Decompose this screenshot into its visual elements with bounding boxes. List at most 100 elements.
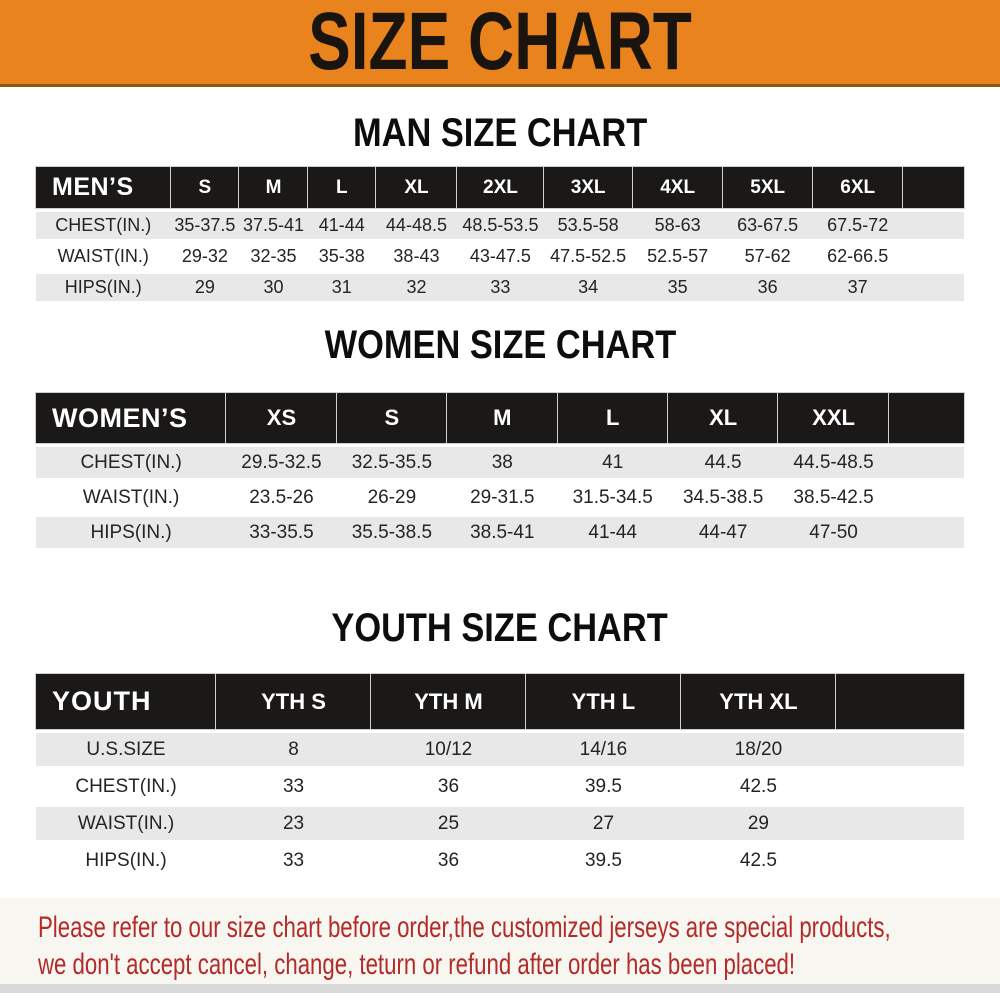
size-header-cell: XL	[375, 167, 458, 208]
filler-cell	[835, 844, 964, 877]
value-cell: 31	[307, 274, 376, 301]
value-cell: 23.5-26	[226, 482, 337, 513]
size-header-cell: 2XL	[457, 167, 544, 208]
value-cell: 41-44	[307, 212, 376, 239]
man-size-chart-section: MAN SIZE CHART MEN’S S M L XL 2XL 3XL 4XL 5XL 6XL…	[0, 113, 1000, 305]
value-cell: 23	[216, 807, 371, 840]
value-cell: 38	[447, 447, 558, 478]
value-cell: 58-63	[632, 212, 723, 239]
value-cell: 35-38	[307, 243, 376, 270]
size-header-cell: M	[447, 393, 558, 443]
value-cell: 44.5-48.5	[778, 447, 889, 478]
value-cell: 33	[216, 844, 371, 877]
value-cell: 47.5-52.5	[543, 243, 633, 270]
youth-size-chart-section: YOUTH SIZE CHART YOUTH YTH S YTH M YTH L YTH…	[0, 608, 1000, 881]
value-cell: 29-32	[170, 243, 240, 270]
value-cell: 42.5	[680, 844, 836, 877]
filler-cell	[888, 393, 964, 443]
row-label-cell: WAIST(IN.)	[36, 807, 217, 840]
table-title-cell: WOMEN’S	[36, 393, 227, 443]
value-cell: 34	[543, 274, 633, 301]
table-row: CHEST(IN.) 33 36 39.5 42.5	[36, 770, 964, 803]
row-label-cell: U.S.SIZE	[36, 733, 217, 766]
header-row: WOMEN’S XS S M L XL XXL	[36, 393, 964, 443]
filler-cell	[835, 770, 964, 803]
size-header-cell: XXL	[778, 393, 889, 443]
value-cell: 33	[457, 274, 544, 301]
value-cell: 25	[371, 807, 526, 840]
value-cell: 57-62	[722, 243, 813, 270]
table-row: WAIST(IN.) 23 25 27 29	[36, 807, 964, 840]
value-cell: 29-31.5	[447, 482, 558, 513]
row-label-cell: WAIST(IN.)	[36, 243, 171, 270]
filler-cell	[835, 674, 964, 729]
table-row: CHEST(IN.) 35-37.5 37.5-41 41-44 44-48.5 48.5…	[36, 212, 964, 239]
value-cell: 39.5	[525, 844, 681, 877]
value-cell: 39.5	[525, 770, 681, 803]
header-row: MEN’S S M L XL 2XL 3XL 4XL 5XL 6XL	[36, 167, 964, 208]
value-cell: 41	[557, 447, 668, 478]
size-header-cell: XS	[226, 393, 337, 443]
filler-cell	[835, 807, 964, 840]
value-cell: 27	[525, 807, 681, 840]
filler-cell	[902, 274, 964, 301]
value-cell: 36	[371, 844, 526, 877]
size-header-cell: YTH M	[371, 674, 526, 729]
size-header-cell: YTH XL	[680, 674, 836, 729]
size-header-cell: M	[239, 167, 308, 208]
youth-heading-text: YOUTH SIZE CHART	[331, 606, 669, 650]
value-cell: 37.5-41	[239, 212, 308, 239]
size-header-cell: YTH L	[525, 674, 681, 729]
value-cell: 62-66.5	[812, 243, 903, 270]
size-header-cell: 4XL	[632, 167, 723, 208]
man-heading-text: MAN SIZE CHART	[352, 111, 648, 155]
value-cell: 33	[216, 770, 371, 803]
value-cell: 32	[375, 274, 458, 301]
women-heading-text: WOMEN SIZE CHART	[324, 323, 676, 367]
youth-size-chart-heading: YOUTH SIZE CHART	[0, 608, 1000, 648]
value-cell: 38.5-41	[447, 517, 558, 548]
table-row: HIPS(IN.) 29 30 31 32 33 34 35 36 37	[36, 274, 964, 301]
row-label-cell: WAIST(IN.)	[36, 482, 227, 513]
size-header-cell: S	[170, 167, 240, 208]
row-label-cell: HIPS(IN.)	[36, 844, 217, 877]
youth-size-table: YOUTH YTH S YTH M YTH L YTH XL U.S.SIZE 8 10/12…	[36, 670, 964, 881]
size-chart-banner: SIZE CHART	[0, 0, 1000, 87]
value-cell: 35.5-38.5	[336, 517, 448, 548]
value-cell: 41-44	[557, 517, 668, 548]
filler-cell	[888, 517, 964, 548]
row-label-cell: HIPS(IN.)	[36, 274, 171, 301]
women-size-chart-section: WOMEN SIZE CHART WOMEN’S XS S M L XL XXL CHEST(…	[0, 325, 1000, 552]
value-cell: 10/12	[371, 733, 526, 766]
value-cell: 53.5-58	[543, 212, 633, 239]
banner-title: SIZE CHART	[308, 0, 692, 87]
bottom-edge-strip	[0, 984, 1000, 993]
table-row: CHEST(IN.) 29.5-32.5 32.5-35.5 38 41 44.5 44.5…	[36, 447, 964, 478]
table-title-cell: YOUTH	[36, 674, 217, 729]
table-row: U.S.SIZE 8 10/12 14/16 18/20	[36, 733, 964, 766]
row-label-cell: CHEST(IN.)	[36, 447, 227, 478]
table-row: HIPS(IN.) 33-35.5 35.5-38.5 38.5-41 41-44 44-…	[36, 517, 964, 548]
value-cell: 30	[239, 274, 308, 301]
value-cell: 63-67.5	[722, 212, 813, 239]
filler-cell	[902, 167, 964, 208]
disclaimer-line-2: we don't accept cancel, change, teturn o…	[38, 948, 796, 981]
value-cell: 37	[812, 274, 903, 301]
row-label-cell: CHEST(IN.)	[36, 212, 171, 239]
value-cell: 32.5-35.5	[336, 447, 448, 478]
value-cell: 38-43	[375, 243, 458, 270]
value-cell: 36	[371, 770, 526, 803]
size-header-cell: XL	[667, 393, 779, 443]
value-cell: 29	[680, 807, 836, 840]
size-header-cell: L	[307, 167, 376, 208]
value-cell: 33-35.5	[226, 517, 337, 548]
women-size-chart-heading: WOMEN SIZE CHART	[0, 325, 1000, 365]
value-cell: 18/20	[680, 733, 836, 766]
value-cell: 34.5-38.5	[667, 482, 779, 513]
value-cell: 35-37.5	[170, 212, 240, 239]
filler-cell	[902, 243, 964, 270]
size-header-cell: L	[557, 393, 668, 443]
filler-cell	[888, 482, 964, 513]
disclaimer-footer: Please refer to our size chart before or…	[0, 898, 1000, 993]
